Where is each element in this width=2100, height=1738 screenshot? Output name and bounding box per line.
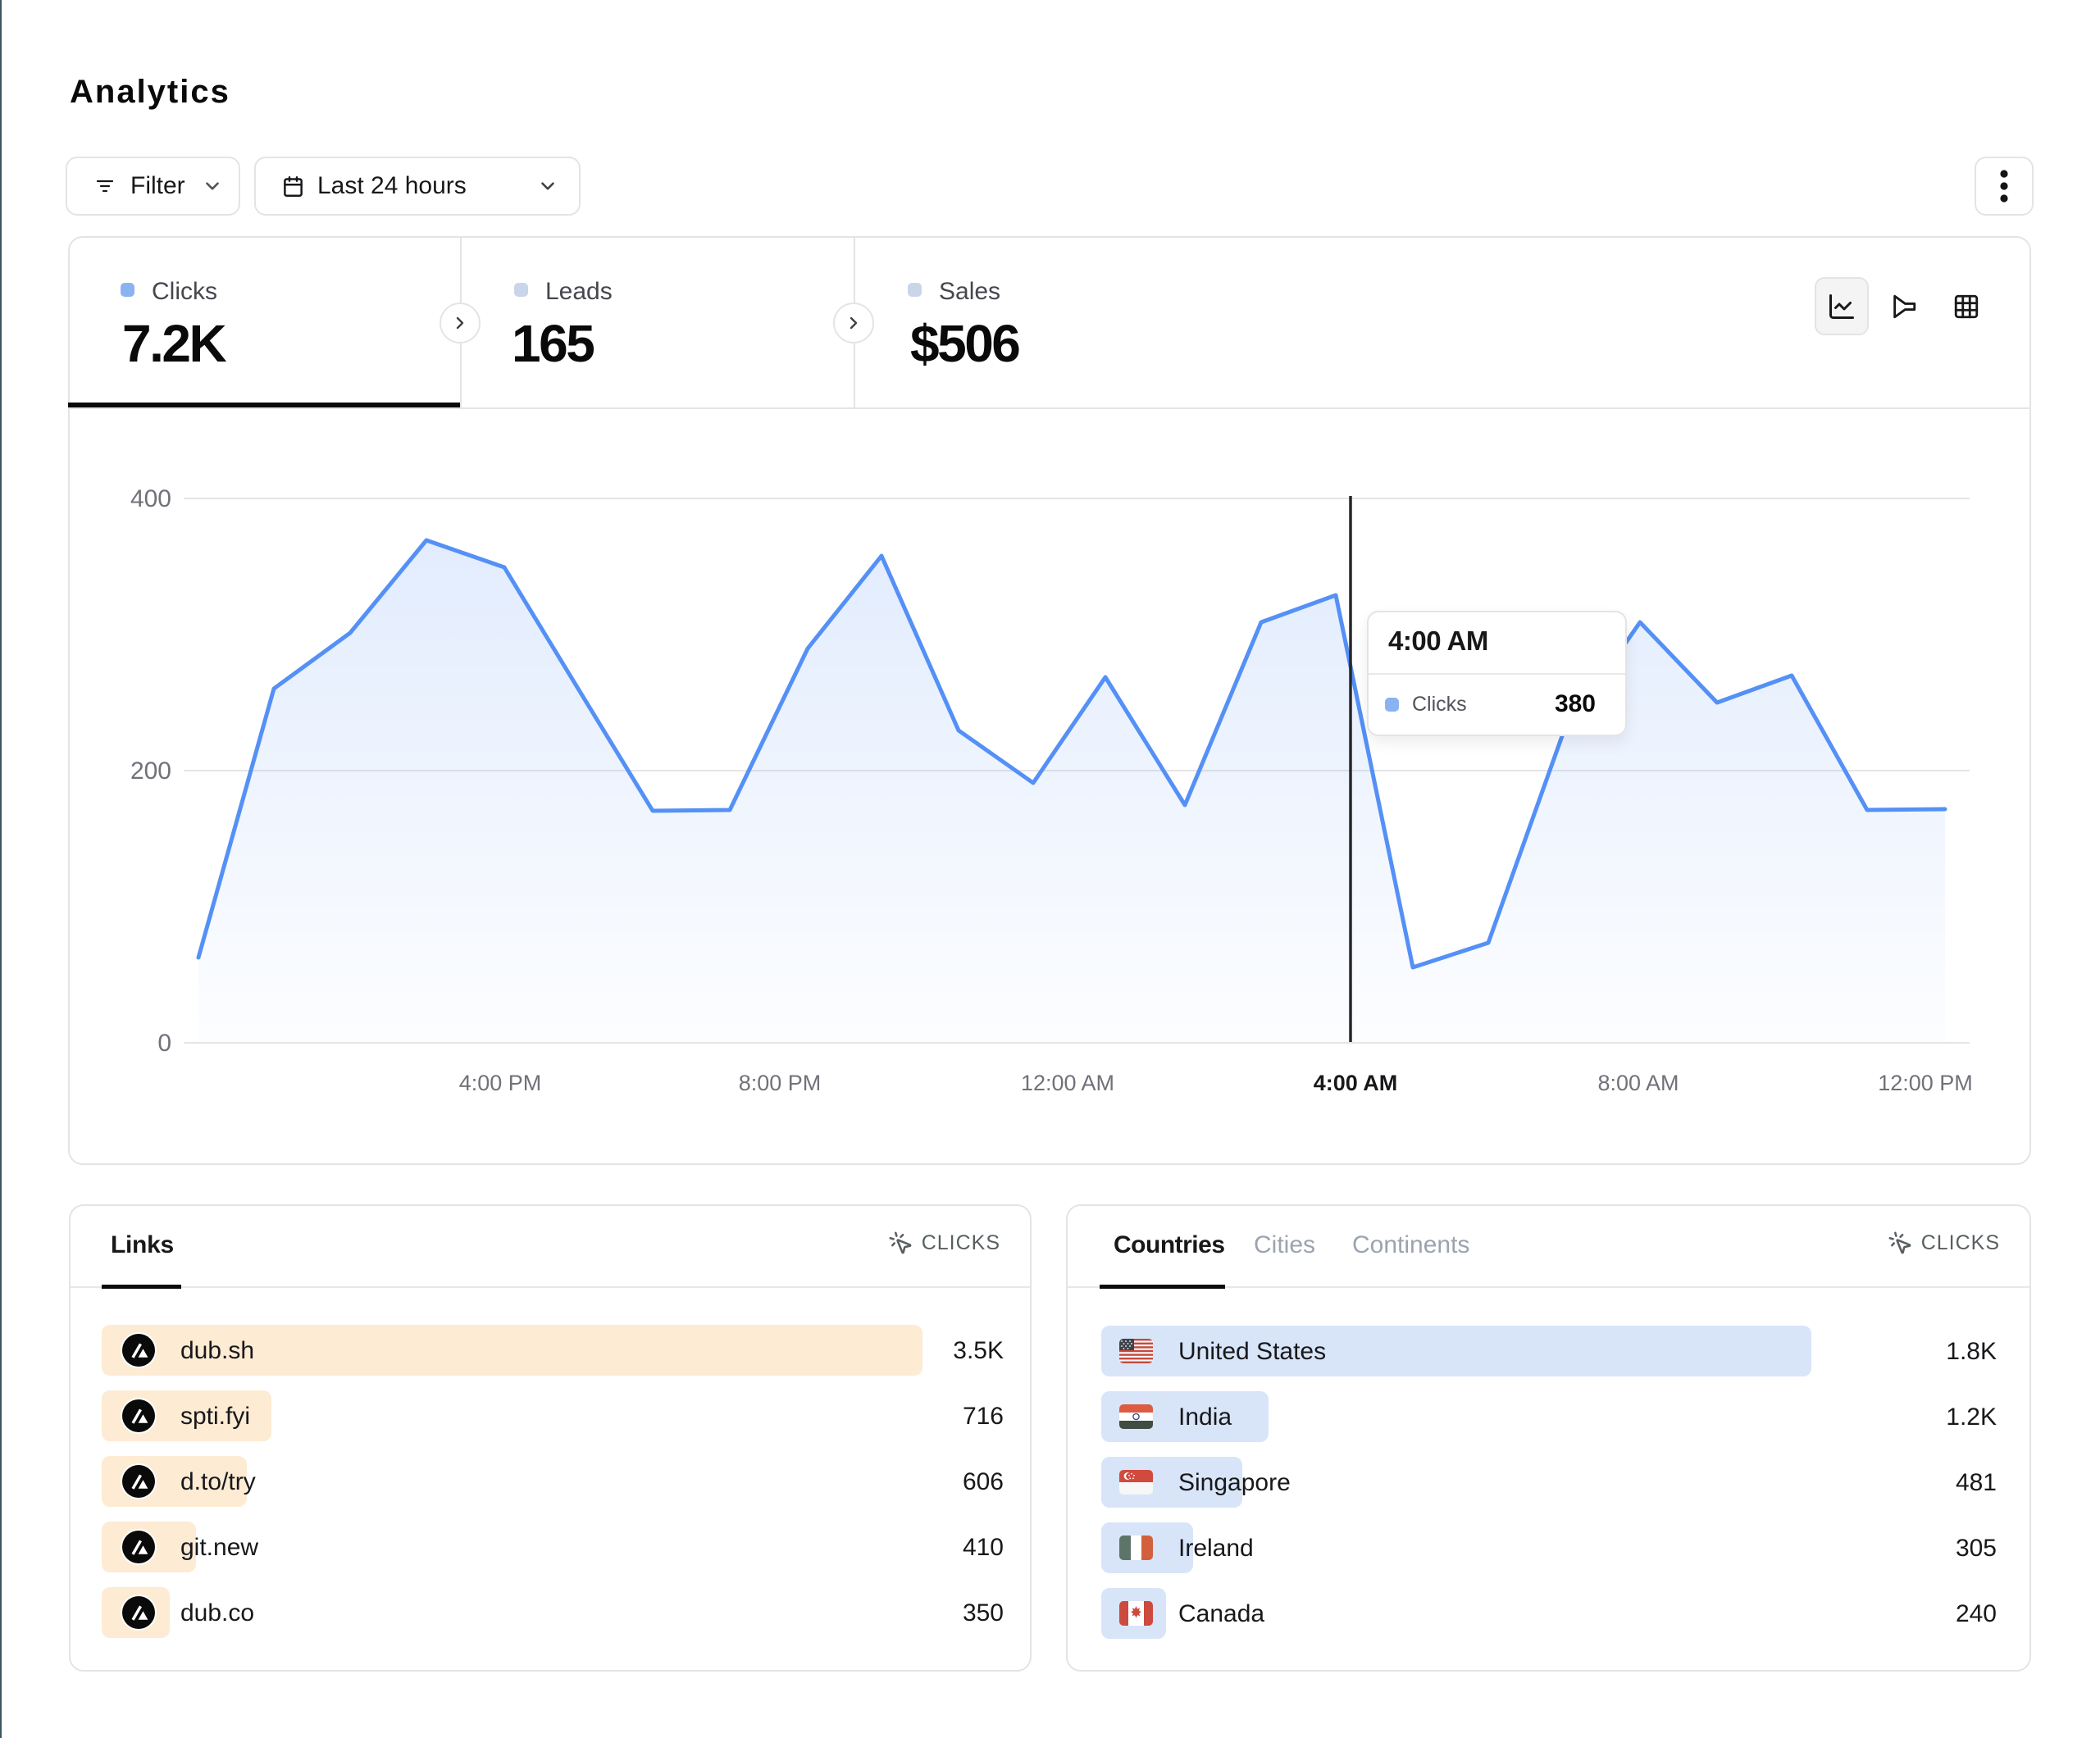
svg-text:12:00 PM: 12:00 PM: [1878, 1071, 1973, 1095]
svg-text:200: 200: [130, 758, 171, 785]
svg-text:8:00 PM: 8:00 PM: [739, 1071, 822, 1095]
svg-text:4:00 AM: 4:00 AM: [1314, 1071, 1398, 1095]
svg-text:12:00 AM: 12:00 AM: [1021, 1071, 1114, 1095]
svg-text:400: 400: [130, 485, 171, 512]
svg-text:4:00 PM: 4:00 PM: [459, 1071, 542, 1095]
svg-text:8:00 AM: 8:00 AM: [1597, 1071, 1679, 1095]
svg-text:0: 0: [157, 1030, 171, 1057]
